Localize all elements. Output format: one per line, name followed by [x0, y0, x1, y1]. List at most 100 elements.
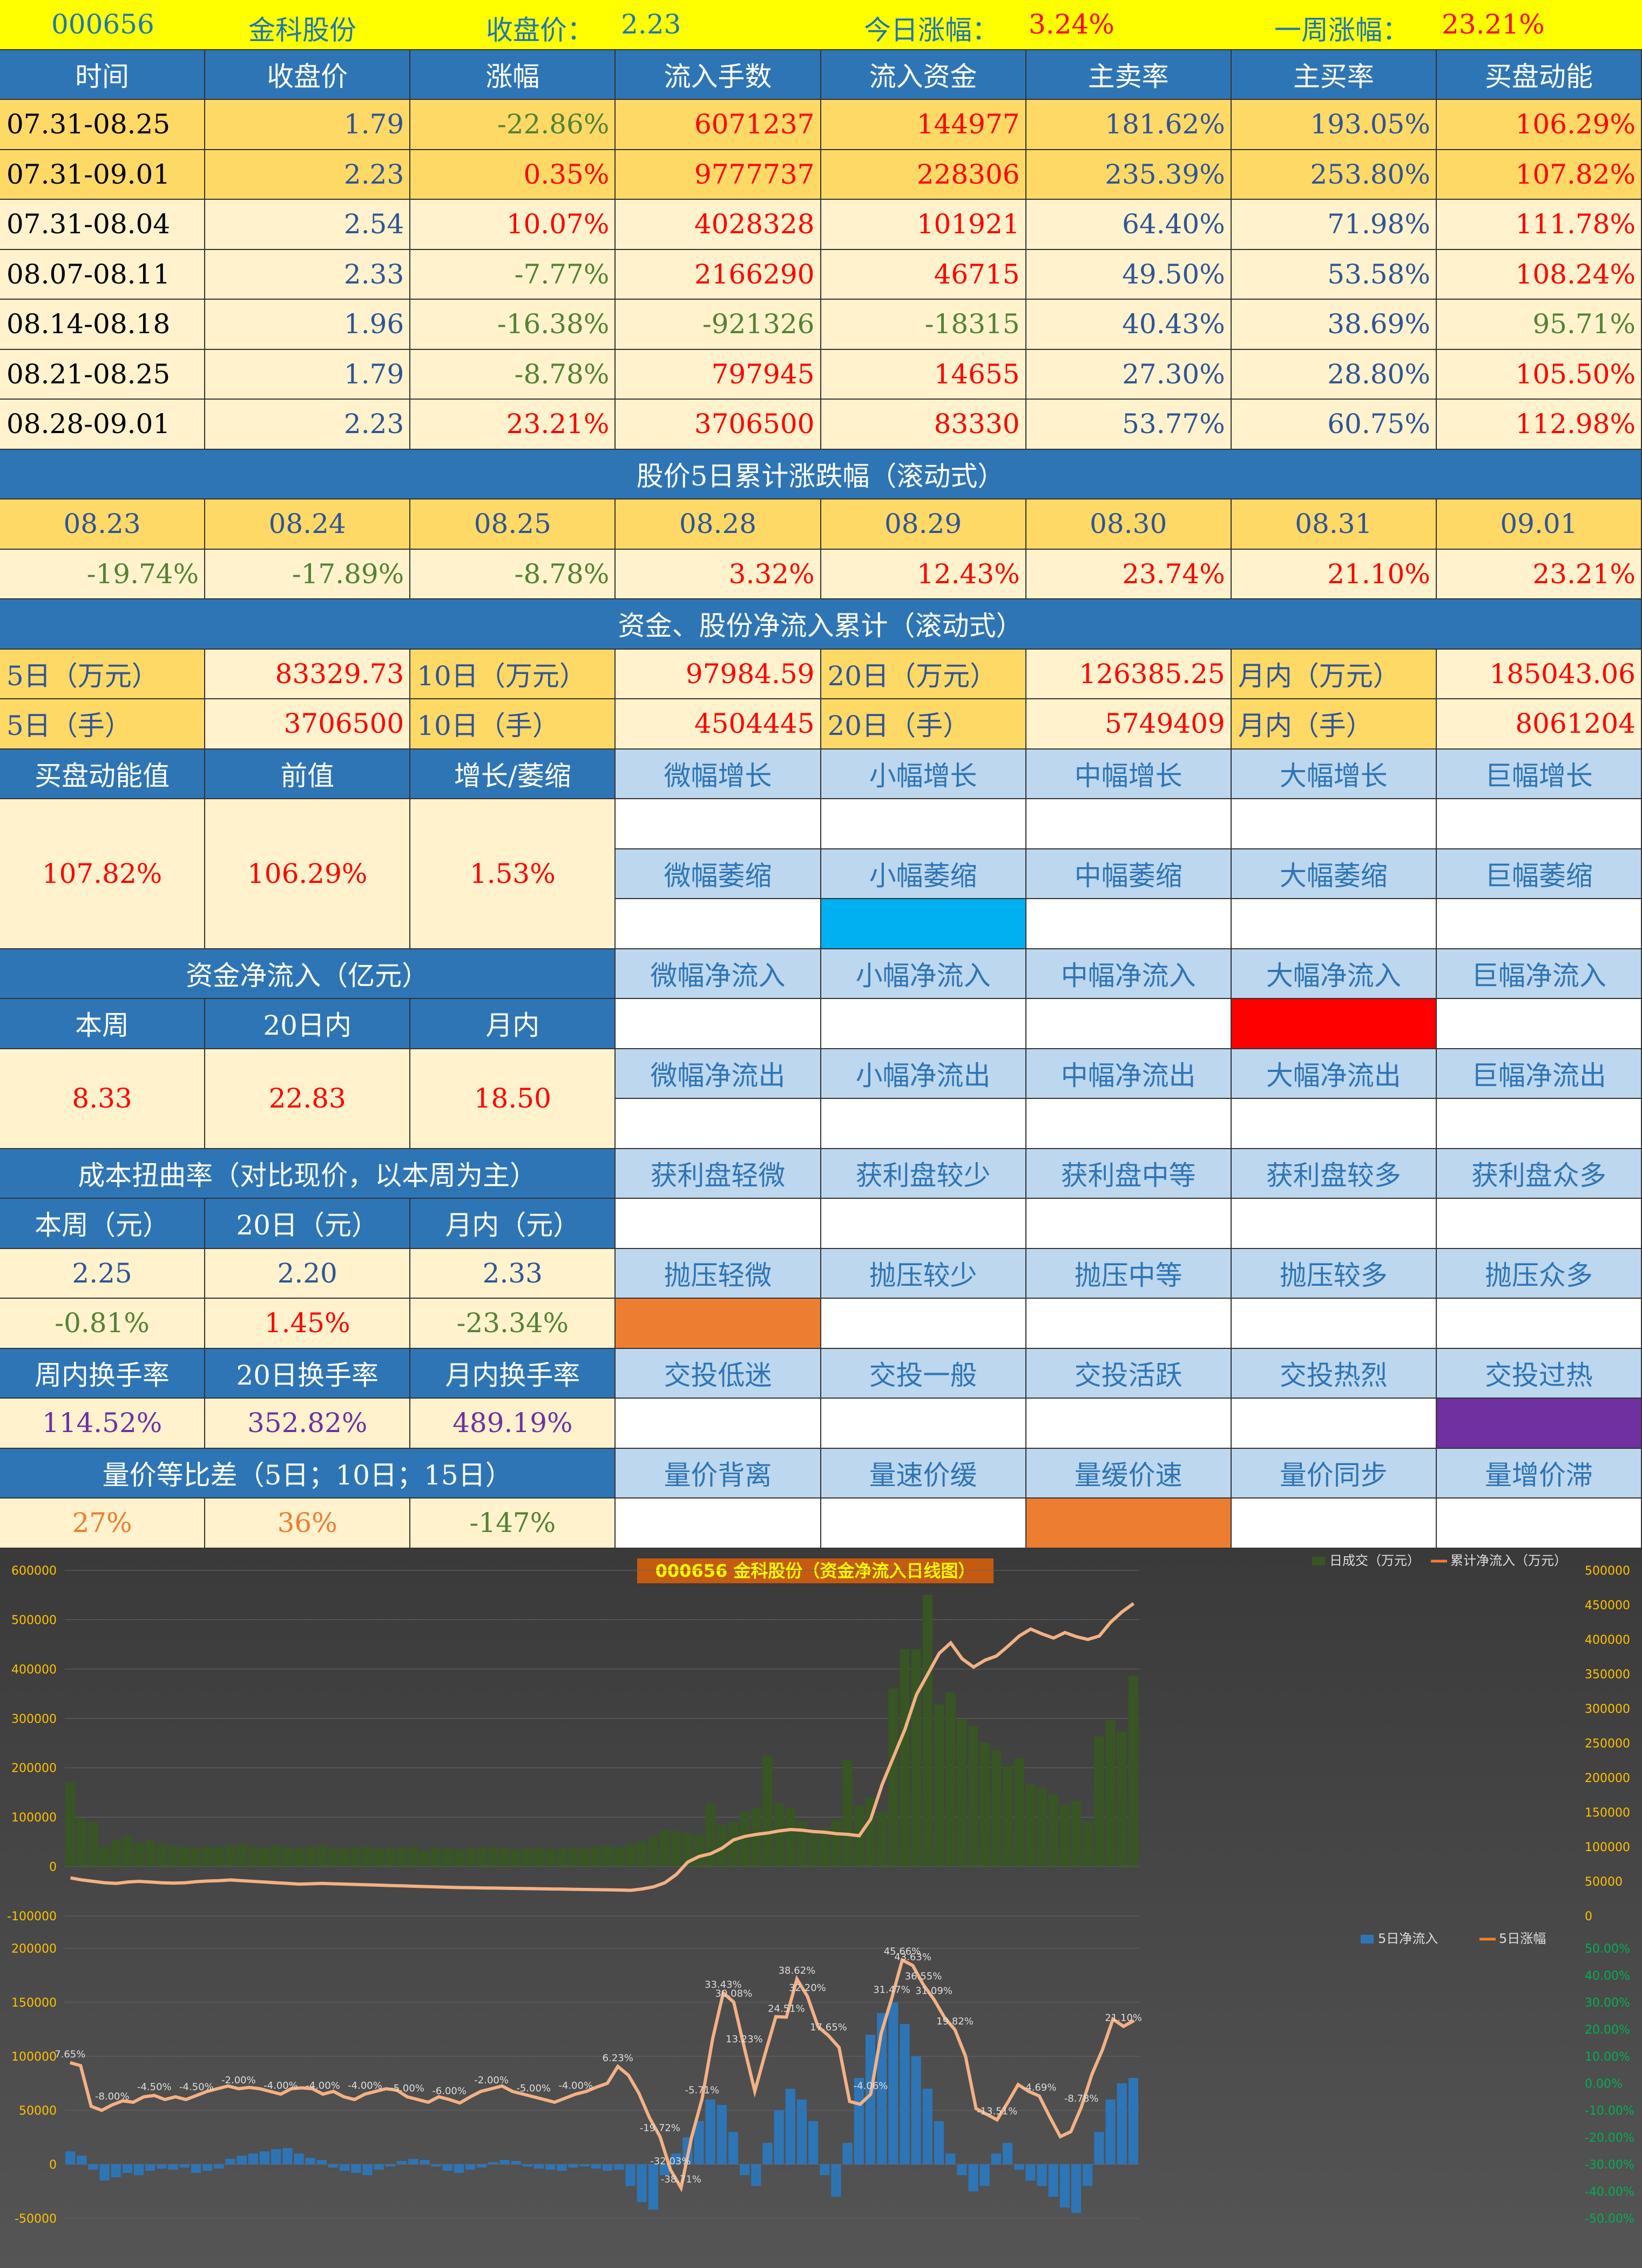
weekly-row: 07.31-08.25 1.79 -22.86% 6071237 144977 181.6…	[0, 100, 1642, 150]
date-cell: 08.29	[821, 500, 1026, 550]
bar	[1128, 2077, 1138, 2164]
indicator-label: 巨幅净流入	[1436, 949, 1642, 999]
indicator-slot	[821, 1299, 1026, 1349]
cum-value: 126385.25	[1026, 649, 1232, 699]
indicator-slot	[1026, 1199, 1232, 1249]
indicator-label: 量缓价速	[1026, 1448, 1232, 1498]
vp-title-cell: 量价等比差（5日；10日；15日）	[0, 1448, 616, 1498]
bar	[122, 2164, 133, 2173]
indicator-label: 量增价滞	[1436, 1448, 1642, 1498]
bar	[911, 2056, 921, 2164]
bar	[751, 1807, 761, 1867]
bar	[408, 1846, 418, 1867]
bar	[259, 2151, 270, 2164]
bar	[248, 2153, 258, 2164]
bar	[202, 1846, 213, 1867]
bar	[865, 2034, 876, 2164]
bar	[533, 2164, 544, 2169]
bar	[316, 2159, 327, 2164]
indicator-label: 抛压中等	[1026, 1248, 1232, 1299]
indicator-label: 微幅净流出	[616, 1049, 821, 1099]
y-right-tick: -20.00%	[1585, 2131, 1634, 2145]
bar	[1037, 1787, 1047, 1867]
y-right-tick: 400000	[1585, 1634, 1630, 1647]
value-cell: 53.58%	[1231, 249, 1437, 300]
value-cell: 797945	[616, 349, 821, 400]
close-value: 2.23	[621, 9, 681, 40]
indicator-labels: 微幅萎缩 小幅萎缩 中幅萎缩 大幅萎缩 巨幅萎缩	[616, 849, 1642, 899]
col-header: 流入资金	[821, 50, 1026, 100]
momentum-value: 1.53%	[410, 799, 616, 949]
bar	[145, 2164, 156, 2171]
indicator-slot	[616, 799, 821, 849]
bar	[614, 2164, 624, 2170]
bar	[305, 2157, 315, 2164]
bar	[968, 1725, 978, 1867]
bar	[568, 2164, 578, 2168]
value-cell: 14655	[821, 349, 1026, 400]
period-cell: 07.31-08.04	[0, 200, 206, 250]
bar	[842, 1759, 853, 1867]
y-right-tick: 500000	[1585, 1564, 1630, 1578]
bar	[99, 2164, 110, 2181]
value-cell: 28.80%	[1231, 349, 1437, 400]
bar	[179, 1846, 190, 1867]
bar	[1083, 1821, 1093, 1867]
today-change-value: 3.24%	[1029, 9, 1114, 40]
bar	[671, 2153, 681, 2164]
bar	[65, 2151, 76, 2164]
vp-values: 27% 36% -147%	[0, 1498, 616, 1549]
indicator-label: 量速价缓	[821, 1448, 1026, 1498]
bar	[683, 1832, 693, 1867]
value-cell: 64.40%	[1026, 200, 1232, 250]
pct-cell: 21.10%	[1231, 549, 1437, 599]
indicator-slot	[1026, 1299, 1232, 1349]
y-right-tick: -50.00%	[1585, 2212, 1634, 2226]
indicator-label: 大幅萎缩	[1231, 849, 1437, 899]
cost-header-cell: 20日（元）	[205, 1199, 411, 1249]
cum-value: 83329.73	[205, 649, 411, 699]
indicator-label: 大幅增长	[1231, 749, 1437, 799]
pct-cell: 3.32%	[616, 549, 821, 599]
pct-cell: 12.43%	[821, 549, 1026, 599]
bar	[637, 2164, 647, 2202]
weekly-row: 08.21-08.25 1.79 -8.78% 797945 14655 27.30% 28…	[0, 349, 1642, 400]
cum-label: 10日（手）	[410, 699, 616, 750]
bar	[796, 2099, 807, 2164]
bar	[134, 1842, 144, 1867]
y-left-tick: 100000	[11, 1811, 57, 1825]
indicator-label: 抛压较少	[821, 1248, 1026, 1299]
bar	[774, 1803, 784, 1867]
data-label: -4.69%	[1022, 2082, 1057, 2093]
value-cell: 181.62%	[1026, 100, 1232, 150]
data-label: 17.65%	[810, 2021, 847, 2033]
indicator-fill	[616, 899, 1642, 949]
data-label: 24.51%	[768, 2003, 805, 2014]
bar	[785, 1808, 795, 1867]
date-cell: 08.23	[0, 500, 206, 550]
bar	[316, 1845, 327, 1867]
turnover-header: 周内换手率	[0, 1348, 206, 1399]
momentum-values: 107.82% 106.29% 1.53%	[0, 799, 616, 949]
bar	[179, 2164, 190, 2168]
data-label: -6.00%	[432, 2085, 467, 2097]
y-left-tick: 600000	[11, 1564, 57, 1578]
period-cell: 08.14-08.18	[0, 300, 206, 350]
bar	[1117, 2083, 1127, 2164]
bar	[991, 1750, 1001, 1867]
bar	[488, 2162, 498, 2164]
turnover-value: 352.82%	[205, 1399, 411, 1449]
value-cell: 49.50%	[1026, 249, 1232, 300]
bar	[465, 2164, 476, 2170]
value-cell: 2.54	[205, 200, 411, 250]
bar	[694, 2121, 704, 2164]
y-right-tick: 50.00%	[1585, 1942, 1630, 1956]
bar	[557, 2164, 567, 2171]
bar	[248, 1846, 258, 1867]
bar	[305, 1846, 315, 1867]
bar	[579, 1848, 590, 1867]
cost-title-cell: 成本扭曲率（对比现价，以本周为主）	[0, 1149, 616, 1199]
indicator-label: 巨幅增长	[1436, 749, 1642, 799]
bar	[420, 2159, 430, 2164]
